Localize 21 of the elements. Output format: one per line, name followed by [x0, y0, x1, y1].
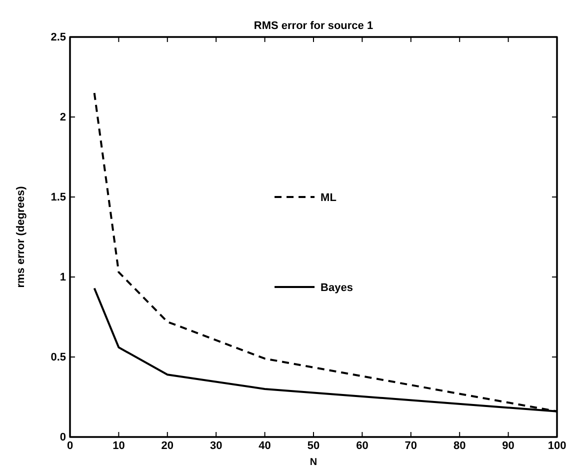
x-tick-label: 10: [112, 440, 125, 452]
legend-label: ML: [320, 192, 337, 204]
x-tick-label: 40: [258, 440, 271, 452]
legend-label: Bayes: [320, 282, 353, 294]
chart-title: RMS error for source 1: [254, 20, 374, 32]
y-tick-label: 0.5: [50, 352, 66, 364]
x-tick-label: 90: [502, 440, 514, 452]
x-tick-label: 80: [453, 440, 466, 452]
y-tick-label: 0: [60, 432, 66, 444]
x-tick-label: 60: [356, 440, 368, 452]
y-tick-label: 2: [60, 112, 66, 124]
x-tick-label: 50: [307, 440, 320, 452]
x-tick-label: 30: [210, 440, 222, 452]
x-tick-label: 20: [161, 440, 174, 452]
y-tick-label: 2.5: [50, 32, 66, 44]
y-tick-label: 1: [60, 272, 66, 284]
x-tick-label: 70: [404, 440, 418, 452]
y-axis-title: rms error (degrees): [15, 186, 27, 288]
x-axis-title: N: [310, 457, 318, 467]
x-tick-label: 100: [548, 440, 566, 452]
y-tick-label: 1.5: [50, 192, 66, 204]
